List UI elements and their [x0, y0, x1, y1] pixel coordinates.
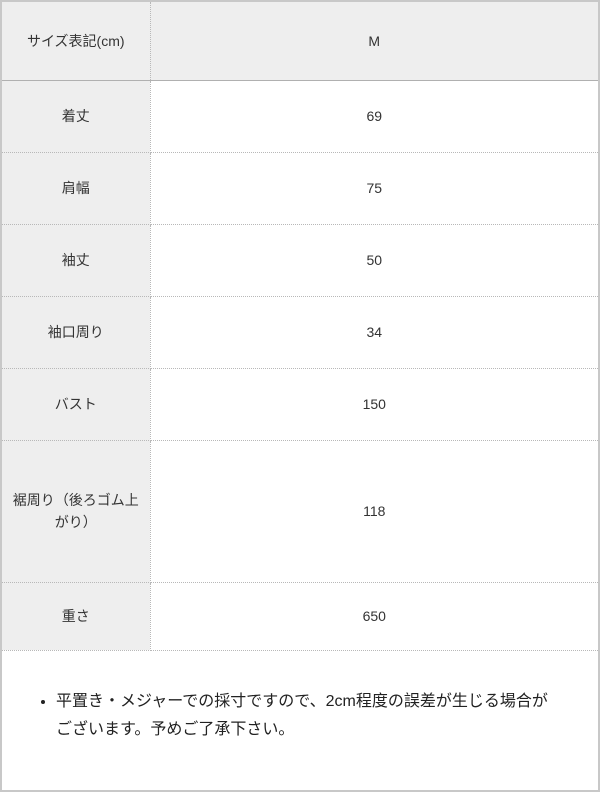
- row-value: 75: [150, 152, 598, 225]
- row-label: 袖丈: [2, 224, 151, 297]
- size-table-header-row: サイズ表記(cm) M: [2, 2, 598, 81]
- note-list: 平置き・メジャーでの採寸ですので、2cm程度の誤差が生じる場合がございます。予め…: [40, 688, 560, 744]
- table-row: 裾周り（後ろゴム上がり） 118: [2, 440, 598, 583]
- row-value: 50: [150, 224, 598, 297]
- row-value: 118: [150, 440, 598, 583]
- size-notation-header: サイズ表記(cm): [2, 2, 151, 81]
- row-label: 肩幅: [2, 152, 151, 225]
- row-value: 69: [150, 80, 598, 153]
- row-value: 150: [150, 368, 598, 441]
- row-label: 袖口周り: [2, 296, 151, 369]
- size-column-header: M: [150, 2, 598, 81]
- measurement-note: 平置き・メジャーでの採寸ですので、2cm程度の誤差が生じる場合がございます。予め…: [2, 651, 598, 791]
- table-row: 袖丈 50: [2, 224, 598, 297]
- row-label: 裾周り（後ろゴム上がり）: [2, 440, 151, 583]
- table-row: 肩幅 75: [2, 152, 598, 225]
- note-item: 平置き・メジャーでの採寸ですので、2cm程度の誤差が生じる場合がございます。予め…: [56, 688, 560, 744]
- row-label: バスト: [2, 368, 151, 441]
- table-row: 袖口周り 34: [2, 296, 598, 369]
- row-label: 着丈: [2, 80, 151, 153]
- table-row: バスト 150: [2, 368, 598, 441]
- row-label: 重さ: [2, 582, 151, 651]
- table-row: 重さ 650: [2, 582, 598, 651]
- size-table: サイズ表記(cm) M 着丈 69 肩幅 75 袖丈 50 袖口周り: [2, 2, 598, 651]
- row-value: 650: [150, 582, 598, 651]
- row-value: 34: [150, 296, 598, 369]
- table-row: 着丈 69: [2, 80, 598, 153]
